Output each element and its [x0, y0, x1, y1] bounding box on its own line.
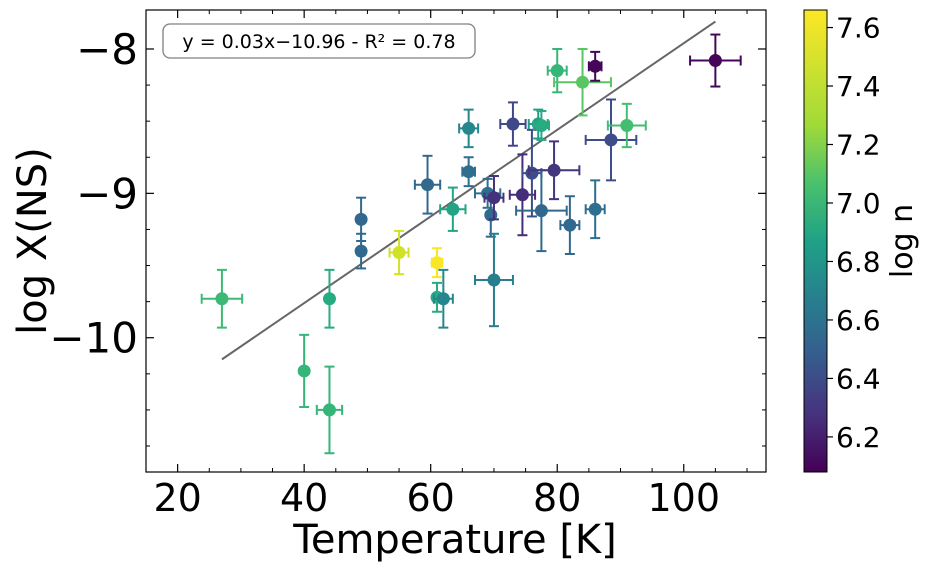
colorbar-tick-label: 7.0 [836, 187, 881, 220]
data-point [462, 165, 476, 179]
colorbar-tick-label: 6.2 [836, 421, 881, 454]
x-axis-label: Temperature [K] [292, 517, 617, 563]
colorbar-gradient [804, 10, 827, 472]
data-point-group [461, 156, 476, 188]
data-point [604, 133, 618, 147]
data-point [515, 188, 529, 202]
data-point-group [689, 33, 742, 88]
data-point [392, 246, 406, 260]
data-point-group [584, 98, 638, 182]
colorbar-label: log n [885, 204, 920, 278]
data-point [487, 273, 501, 287]
data-point [588, 202, 602, 216]
y-axis-label: log X(NS) [10, 147, 56, 335]
x-tick-label: 20 [153, 476, 201, 520]
data-point [576, 75, 590, 89]
data-point-group [315, 365, 344, 455]
data-point [534, 119, 548, 132]
x-tick-label: 40 [280, 476, 328, 520]
data-point [430, 256, 444, 270]
data-point-group [606, 102, 647, 149]
axes: 20 40 60 80 100 −10 −9 −8 [49, 9, 767, 520]
data-point [547, 163, 561, 177]
data-point-group [483, 175, 505, 221]
data-point [436, 292, 450, 306]
data-point-group [388, 229, 410, 276]
colorbar-frame [803, 9, 828, 473]
x-tick-label: 100 [647, 476, 720, 520]
data-point [534, 204, 548, 218]
fit-line [221, 20, 716, 361]
data-point [297, 364, 311, 378]
data-point [354, 212, 368, 226]
data-point [550, 64, 564, 78]
data-point-group [458, 108, 480, 149]
data-point-group [584, 179, 606, 240]
data-point-group [430, 247, 444, 279]
data-point-group [515, 169, 568, 253]
data-point-group [499, 101, 527, 147]
data-point-group [473, 232, 514, 328]
plot-frame [145, 9, 767, 473]
plot-area [200, 20, 742, 455]
data-point-group [559, 195, 581, 255]
colorbar-tick-label: 6.8 [836, 245, 881, 278]
data-point-group [354, 232, 368, 270]
data-point-group [322, 268, 336, 329]
data-point [525, 166, 539, 180]
y-tick-label: −9 [76, 169, 138, 218]
colorbar-tick-label: 7.4 [836, 70, 881, 103]
data-point [563, 218, 577, 232]
data-point-group [200, 268, 244, 329]
data-point [588, 59, 602, 73]
colorbar-tick-label: 6.4 [836, 362, 881, 395]
data-point [322, 292, 336, 306]
data-point [506, 117, 520, 131]
data-point-group [532, 110, 550, 141]
data-point [446, 202, 460, 216]
data-point [487, 191, 501, 205]
data-point-group [297, 333, 311, 409]
data-point [421, 178, 435, 192]
x-tick-label: 60 [407, 476, 455, 520]
data-point [215, 292, 229, 306]
data-point-group [546, 47, 568, 94]
data-point-group [439, 186, 467, 232]
colorbar-tick-label: 7.2 [836, 129, 881, 162]
y-tick-label: −8 [76, 25, 138, 74]
data-point-group [527, 140, 581, 201]
data-point-group [508, 153, 537, 237]
data-point [322, 403, 336, 417]
colorbar-tick-label: 7.6 [836, 12, 881, 45]
data-point [462, 121, 476, 135]
x-tick-label: 80 [533, 476, 581, 520]
data-point-group [553, 47, 612, 117]
labels: Temperature [K] log X(NS) y = 0.03x−10.9… [10, 23, 920, 563]
y-tick-label: −10 [49, 314, 138, 363]
annotation-box [162, 23, 476, 59]
data-point [620, 119, 634, 132]
colorbar-tick-label: 6.6 [836, 304, 881, 337]
fit-annotation: y = 0.03x−10.96 - R² = 0.78 [182, 31, 455, 53]
data-point-group [413, 154, 442, 215]
data-point-group [432, 268, 454, 329]
data-point [354, 244, 368, 258]
colorbar: 6.2 6.4 6.6 6.8 7.0 7.2 7.4 7.6 [803, 9, 881, 473]
data-point [708, 54, 722, 68]
data-point-group [587, 50, 603, 82]
